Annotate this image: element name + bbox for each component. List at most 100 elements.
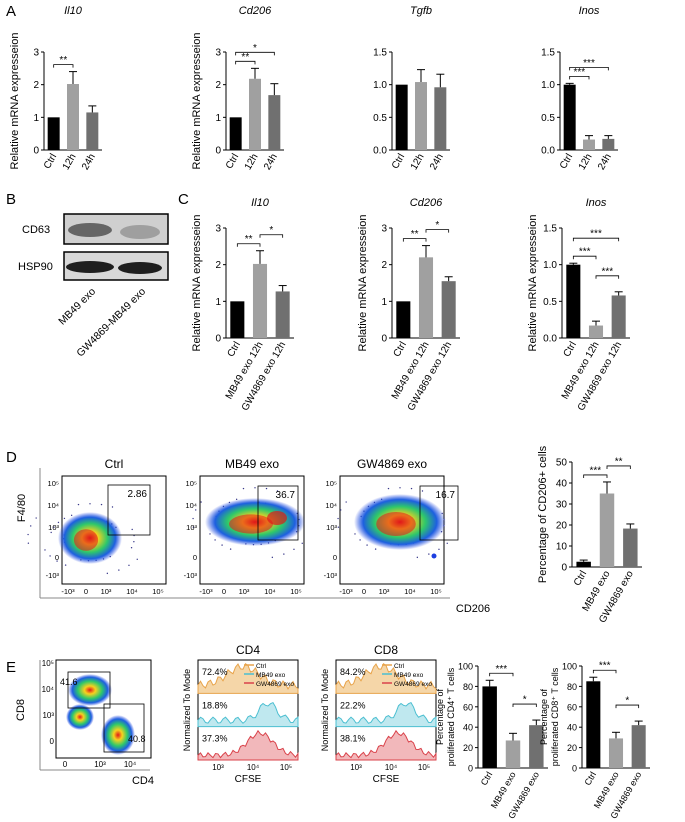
y-tick-label: 100 xyxy=(562,662,577,672)
y-tick-label: 60 xyxy=(567,702,577,712)
flow-e-xaxis: CD4 xyxy=(132,775,154,787)
x-tick-label: Ctrl xyxy=(479,770,495,787)
flow-d-event xyxy=(428,553,430,555)
y-tick-label: 3 xyxy=(33,48,39,59)
significance-bracket xyxy=(572,237,620,242)
flow-d-event xyxy=(387,487,390,490)
flow-d-event xyxy=(118,569,120,571)
chart-cd206-percentage: 0 10 20 30 40 50 Percentage of CD206+ cells Ctr… xyxy=(537,445,642,625)
histogram-ylabel: Normalized To Mode xyxy=(182,669,192,751)
flow-d-gate-value: 36.7 xyxy=(276,490,296,501)
bar xyxy=(252,263,268,338)
bar xyxy=(611,295,626,338)
histogram-ylabel: Normalized To Mode xyxy=(320,669,330,751)
chart-title: Tgfb xyxy=(410,5,432,17)
bar xyxy=(599,493,615,567)
flow-d-event xyxy=(421,490,424,492)
significance-label: *** xyxy=(590,229,602,240)
y-tick-label: 1 xyxy=(33,113,39,124)
histogram-xtick: 10⁵ xyxy=(280,763,292,772)
flow-d-gate xyxy=(419,485,459,541)
chart-title: Inos xyxy=(579,5,600,17)
significance-bracket xyxy=(512,703,537,708)
flow-d-event xyxy=(64,564,67,566)
y-tick-label: 20 xyxy=(556,521,568,532)
x-tick-label: Ctrl xyxy=(392,340,409,359)
legend-label: GW4869 exo xyxy=(394,681,432,688)
flow-d-event xyxy=(374,548,377,550)
histogram-cd4: CD4 72.4% 18.8% 37.3% Ctrl MB49 exo GW4869 exo… xyxy=(182,643,299,785)
flow-d-event xyxy=(136,558,138,560)
y-tick-label: 20 xyxy=(567,743,577,753)
y-tick-label: 1.5 xyxy=(543,224,557,235)
significance-bracket xyxy=(236,243,261,247)
flow-d-ytick: 0 xyxy=(193,553,197,562)
flow-d-outlier xyxy=(431,553,437,559)
bar xyxy=(586,681,601,768)
blot-band-label-cd63: CD63 xyxy=(22,224,50,236)
chart-cd206-timecourse: Cd206 0 1 2 3 Relative mRNA expresseion Ctrl 12… xyxy=(191,5,284,172)
bar xyxy=(418,257,434,338)
y-tick-label: 80 xyxy=(567,682,577,692)
bar xyxy=(395,84,408,150)
flow-d-gate xyxy=(107,484,151,536)
flow-d-event xyxy=(89,503,91,505)
y-tick-label: 60 xyxy=(463,702,473,712)
histogram-title: CD8 xyxy=(374,643,398,657)
flow-d-gate-value: 16.7 xyxy=(436,490,456,501)
x-tick-label: Ctrl xyxy=(224,152,241,171)
flow-d-event xyxy=(27,533,29,536)
flow-d-xtick: -10³ xyxy=(61,587,75,596)
x-tick-label: Ctrl xyxy=(572,569,589,588)
significance-label: ** xyxy=(241,52,249,63)
flow-d-ytick: -10³ xyxy=(184,571,198,580)
x-tick-label: Ctrl xyxy=(558,152,575,171)
y-tick-label: 40 xyxy=(567,723,577,733)
y-tick-label: 3 xyxy=(215,48,221,59)
flow-e-xtick: 10³ xyxy=(94,760,106,769)
histogram-percentage: 37.3% xyxy=(202,734,228,744)
histogram-xtick: 10⁴ xyxy=(247,763,260,772)
histogram-xtick: 10³ xyxy=(212,763,224,772)
flow-d-event xyxy=(57,521,60,524)
flow-e-pop-2 xyxy=(66,704,94,730)
flow-d-event xyxy=(345,501,347,503)
bar xyxy=(602,138,615,150)
flow-e-gate-lower-value: 40.8 xyxy=(128,734,146,744)
flow-d-core xyxy=(73,529,99,551)
flow-d-xtick: 10⁴ xyxy=(126,587,138,596)
x-tick-label: 12h xyxy=(243,152,261,172)
y-tick-label: 0 xyxy=(215,146,221,157)
x-tick-label: Ctrl xyxy=(42,152,59,171)
flow-d-event xyxy=(359,539,361,541)
x-tick-label: Ctrl xyxy=(390,152,407,171)
chart-title: Il10 xyxy=(251,197,270,209)
flow-d-event xyxy=(271,556,274,559)
significance-label: ** xyxy=(59,55,67,66)
x-tick-label: 12h xyxy=(61,152,79,172)
histogram-trace xyxy=(197,729,299,761)
flow-d-event xyxy=(128,564,130,567)
significance-bracket xyxy=(235,51,275,56)
y-tick-label: 10 xyxy=(556,542,568,553)
flow-d-core xyxy=(376,512,416,536)
y-tick-label: 40 xyxy=(556,479,568,490)
flow-panel-e: 41.6 40.8 CD8 CD4 10⁵ 10⁴ 10³ 0 0 10³ 10… xyxy=(15,659,154,787)
flow-d-gate xyxy=(257,485,299,541)
flow-d-plot: GW4869 exo 16.7 10⁵ 10⁴ 10³ 0 -10³-10³ 0 10³ 10⁴ 1… xyxy=(324,457,459,596)
histogram-percentage: 72.4% xyxy=(202,667,228,677)
flow-d-event xyxy=(63,517,66,520)
y-axis-label: Percentage ofproliferated CD4⁺ T cells xyxy=(435,667,456,766)
histogram-trace xyxy=(335,701,437,728)
significance-bracket xyxy=(425,229,450,233)
y-axis-label: Relative mRNA expresseion xyxy=(527,215,539,352)
significance-label: * xyxy=(435,220,439,231)
flow-d-xtick: -10³ xyxy=(199,587,213,596)
chart-il10-timecourse: Il10 0 1 2 3 Relative mRNA expresseion Ctrl 12h… xyxy=(9,5,102,172)
flow-d-title: Ctrl xyxy=(105,457,124,471)
flow-d-ytick: 10³ xyxy=(326,523,337,532)
bar xyxy=(608,738,624,768)
flow-d-event xyxy=(192,526,195,528)
